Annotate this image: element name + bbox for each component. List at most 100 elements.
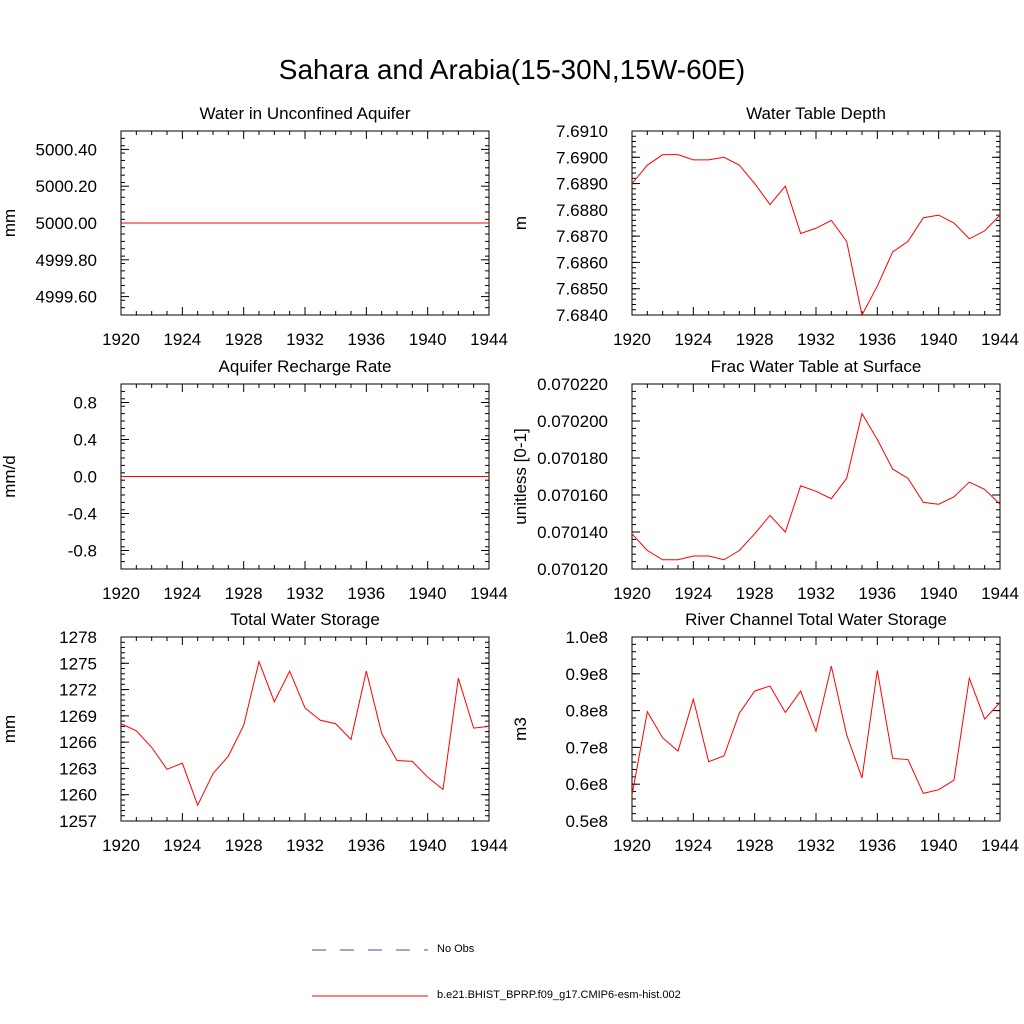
- water-table-depth-frame: [631, 130, 1001, 316]
- aquifer-recharge-rate-ytick-label: 0.8: [73, 394, 97, 413]
- river-channel-total-water-storage-xtick-label: 1944: [981, 836, 1019, 855]
- frac-water-table-at-surface-panel: Frac Water Table at Surface unitless [0-1…: [511, 357, 1019, 603]
- frac-water-table-at-surface-ytick-label: 0.070200: [537, 412, 608, 431]
- water-in-unconfined-aquifer-ylabel: mm: [0, 209, 19, 237]
- aquifer-recharge-rate-xtick-label: 1944: [470, 584, 508, 603]
- river-channel-total-water-storage-xtick-label: 1928: [736, 836, 774, 855]
- water-table-depth-ytick-label: 7.6890: [556, 175, 608, 194]
- frac-water-table-at-surface-xtick-label: 1944: [981, 584, 1019, 603]
- legend-model-label: b.e21.BHIST_BPRP.f09_g17.CMIP6-esm-hist.…: [437, 989, 681, 1001]
- frac-water-table-at-surface-ytick-label: 0.070220: [537, 375, 608, 394]
- river-channel-total-water-storage-xtick-label: 1932: [797, 836, 835, 855]
- aquifer-recharge-rate-xtick-label: 1920: [102, 584, 140, 603]
- river-channel-total-water-storage-xtick-label: 1936: [858, 836, 896, 855]
- water-in-unconfined-aquifer-title: Water in Unconfined Aquifer: [199, 104, 410, 123]
- water-in-unconfined-aquifer-xtick-label: 1924: [163, 330, 201, 349]
- total-water-storage-xtick-label: 1936: [347, 836, 385, 855]
- water-in-unconfined-aquifer-xtick-label: 1928: [225, 330, 263, 349]
- water-table-depth-xtick-label: 1928: [736, 330, 774, 349]
- frac-water-table-at-surface-series-line: [631, 412, 1001, 561]
- frac-water-table-at-surface-xtick-label: 1924: [674, 584, 712, 603]
- water-table-depth-title: Water Table Depth: [746, 104, 886, 123]
- water-in-unconfined-aquifer-panel: Water in Unconfined Aquifer mm 1920 1924 192…: [0, 104, 508, 349]
- aquifer-recharge-rate-ylabel: mm/d: [0, 455, 19, 498]
- aquifer-recharge-rate-ytick-label: 0.4: [73, 431, 97, 450]
- frac-water-table-at-surface-ytick-label: 0.070160: [537, 486, 608, 505]
- total-water-storage-ytick-label: 1260: [59, 786, 97, 805]
- aquifer-recharge-rate-xtick-label: 1936: [347, 584, 385, 603]
- frac-water-table-at-surface-frame: [631, 383, 1001, 570]
- river-channel-total-water-storage-ytick-label: 0.6e8: [565, 775, 608, 794]
- frac-water-table-at-surface-ytick-label: 0.070140: [537, 523, 608, 542]
- water-table-depth-xtick-label: 1944: [981, 330, 1019, 349]
- river-channel-total-water-storage-frame: [631, 636, 1001, 822]
- total-water-storage-panel: Total Water Storage mm 1920 1924 1928 1932 193…: [0, 610, 508, 855]
- river-channel-total-water-storage-xtick-label: 1924: [674, 836, 712, 855]
- total-water-storage-ytick-label: 1266: [59, 733, 97, 752]
- river-channel-total-water-storage-ytick-label: 0.7e8: [565, 738, 608, 757]
- total-water-storage-ytick-label: 1278: [59, 628, 97, 647]
- water-in-unconfined-aquifer-ytick-label: 5000.20: [36, 177, 97, 196]
- total-water-storage-xtick-label: 1928: [225, 836, 263, 855]
- water-table-depth-ytick-label: 7.6850: [556, 280, 608, 299]
- frac-water-table-at-surface-ytick-label: 0.070120: [537, 560, 608, 579]
- water-table-depth-xtick-label: 1932: [797, 330, 835, 349]
- river-channel-total-water-storage-ytick-label: 0.5e8: [565, 812, 608, 831]
- total-water-storage-title: Total Water Storage: [230, 610, 380, 629]
- aquifer-recharge-rate-ytick-label: -0.8: [68, 542, 97, 561]
- water-table-depth-xtick-label: 1924: [674, 330, 712, 349]
- main-title: Sahara and Arabia(15-30N,15W-60E): [278, 54, 746, 85]
- water-table-depth-panel: Water Table Depth m 1920 1924 1928 1932 1936 19…: [511, 104, 1019, 349]
- water-table-depth-ytick-label: 7.6880: [556, 201, 608, 220]
- aquifer-recharge-rate-xtick-label: 1940: [409, 584, 447, 603]
- total-water-storage-xtick-label: 1932: [286, 836, 324, 855]
- total-water-storage-ytick-label: 1257: [59, 812, 97, 831]
- water-table-depth-ytick-label: 7.6870: [556, 227, 608, 246]
- water-in-unconfined-aquifer-ytick-label: 5000.00: [36, 214, 97, 233]
- water-in-unconfined-aquifer-ytick-label: 4999.80: [36, 251, 97, 270]
- river-channel-total-water-storage-xtick-label: 1940: [920, 836, 958, 855]
- river-channel-total-water-storage-xtick-label: 1920: [613, 836, 651, 855]
- aquifer-recharge-rate-title: Aquifer Recharge Rate: [219, 357, 392, 376]
- water-in-unconfined-aquifer-ytick-label: 5000.40: [36, 140, 97, 159]
- water-table-depth-ytick-label: 7.6910: [556, 122, 608, 141]
- total-water-storage-frame: [120, 636, 490, 822]
- water-in-unconfined-aquifer-ytick-label: 4999.60: [36, 288, 97, 307]
- water-in-unconfined-aquifer-xtick-label: 1932: [286, 330, 324, 349]
- aquifer-recharge-rate-ytick-label: -0.4: [68, 505, 97, 524]
- frac-water-table-at-surface-xtick-label: 1936: [858, 584, 896, 603]
- aquifer-recharge-rate-xtick-label: 1932: [286, 584, 324, 603]
- frac-water-table-at-surface-xtick-label: 1932: [797, 584, 835, 603]
- water-in-unconfined-aquifer-xtick-label: 1936: [347, 330, 385, 349]
- water-in-unconfined-aquifer-xtick-label: 1920: [102, 330, 140, 349]
- river-channel-total-water-storage-ylabel: m3: [511, 717, 530, 741]
- water-table-depth-ylabel: m: [511, 216, 530, 230]
- river-channel-total-water-storage-ytick-label: 0.9e8: [565, 665, 608, 684]
- aquifer-recharge-rate-ytick-label: 0.0: [73, 468, 97, 487]
- frac-water-table-at-surface-xtick-label: 1928: [736, 584, 774, 603]
- total-water-storage-xtick-label: 1944: [470, 836, 508, 855]
- frac-water-table-at-surface-ytick-label: 0.070180: [537, 449, 608, 468]
- total-water-storage-xtick-label: 1920: [102, 836, 140, 855]
- total-water-storage-ylabel: mm: [0, 715, 19, 743]
- water-table-depth-ytick-label: 7.6840: [556, 306, 608, 325]
- water-table-depth-xtick-label: 1936: [858, 330, 896, 349]
- river-channel-total-water-storage-series-line: [631, 665, 1001, 796]
- aquifer-recharge-rate-panel: Aquifer Recharge Rate mm/d 1920 1924 1928 193…: [0, 357, 508, 603]
- total-water-storage-xtick-label: 1940: [409, 836, 447, 855]
- water-in-unconfined-aquifer-xtick-label: 1940: [409, 330, 447, 349]
- total-water-storage-ytick-label: 1263: [59, 759, 97, 778]
- water-table-depth-xtick-label: 1920: [613, 330, 651, 349]
- total-water-storage-series-line: [120, 659, 490, 807]
- legend-obs-label: No Obs: [437, 943, 475, 955]
- frac-water-table-at-surface-title: Frac Water Table at Surface: [711, 357, 922, 376]
- frac-water-table-at-surface-ylabel: unitless [0-1]: [511, 428, 530, 524]
- total-water-storage-ytick-label: 1269: [59, 707, 97, 726]
- aquifer-recharge-rate-xtick-label: 1924: [163, 584, 201, 603]
- frac-water-table-at-surface-xtick-label: 1920: [613, 584, 651, 603]
- total-water-storage-ytick-label: 1275: [59, 654, 97, 673]
- river-channel-total-water-storage-title: River Channel Total Water Storage: [685, 610, 947, 629]
- water-table-depth-ytick-label: 7.6900: [556, 148, 608, 167]
- river-channel-total-water-storage-panel: River Channel Total Water Storage m3 1920 1…: [511, 610, 1019, 855]
